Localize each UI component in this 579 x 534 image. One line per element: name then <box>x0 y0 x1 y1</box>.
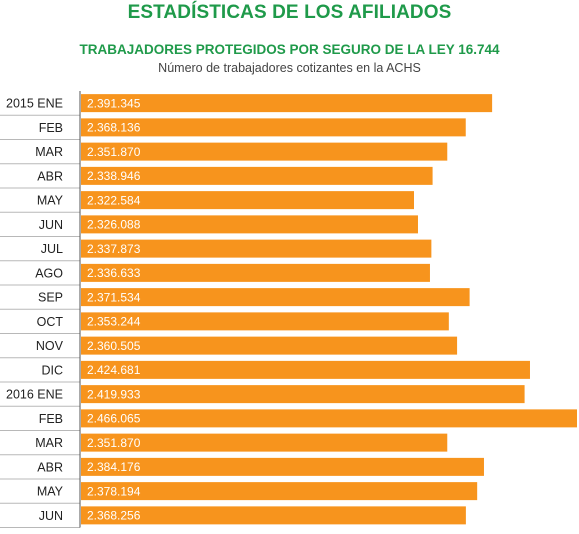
bar-value-label: 2.378.194 <box>87 484 141 498</box>
category-label: OCT <box>37 315 64 329</box>
bar-value-label: 2.384.176 <box>87 460 141 474</box>
category-label: FEB <box>39 412 63 426</box>
bar-value-label: 2.337.873 <box>87 242 141 256</box>
category-label: AGO <box>35 266 63 280</box>
bar-value-label: 2.466.065 <box>87 412 141 426</box>
bar <box>81 215 418 234</box>
category-label: DIC <box>41 363 63 377</box>
bar <box>81 385 525 404</box>
bar-value-label: 2.336.633 <box>87 266 141 280</box>
category-label: MAY <box>37 485 64 499</box>
page-title: ESTADÍSTICAS DE LOS AFILIADOS <box>127 2 452 23</box>
bar <box>81 457 484 476</box>
category-label: SEP <box>38 291 63 305</box>
bar <box>81 506 466 525</box>
bar <box>81 166 433 185</box>
bar <box>81 433 448 452</box>
bar-value-label: 2.326.088 <box>87 218 141 232</box>
bar-value-label: 2.391.345 <box>87 96 141 110</box>
category-label: JUN <box>39 218 63 232</box>
bar-value-label: 2.360.505 <box>87 339 141 353</box>
bar <box>81 336 458 355</box>
category-label: MAR <box>35 145 63 159</box>
category-label: ABR <box>37 169 63 183</box>
bar <box>81 263 430 282</box>
bar-value-label: 2.351.870 <box>87 145 141 159</box>
bar-value-label: 2.371.534 <box>87 290 141 304</box>
bar-value-label: 2.368.256 <box>87 509 141 523</box>
bar-value-label: 2.368.136 <box>87 121 141 135</box>
chart-title: TRABAJADORES PROTEGIDOS POR SEGURO DE LA… <box>79 42 500 57</box>
bar-value-label: 2.419.933 <box>87 387 141 401</box>
category-label: JUL <box>41 242 63 256</box>
bar-value-label: 2.351.870 <box>87 436 141 450</box>
bar <box>81 288 470 307</box>
chart-subtitle: Número de trabajadores cotizantes en la … <box>158 61 421 75</box>
category-label: MAY <box>37 194 64 208</box>
category-label: ABR <box>37 460 63 474</box>
category-label: FEB <box>39 121 63 135</box>
bar <box>81 239 432 258</box>
bar-value-label: 2.338.946 <box>87 169 141 183</box>
bar <box>81 482 478 501</box>
bar <box>81 94 493 113</box>
bar <box>81 118 466 137</box>
bar-value-label: 2.424.681 <box>87 363 141 377</box>
category-label: MAR <box>35 436 63 450</box>
category-label: NOV <box>36 339 64 353</box>
bar-value-label: 2.353.244 <box>87 315 141 329</box>
category-label: 2016 ENE <box>6 388 63 402</box>
bar <box>81 191 414 210</box>
category-label: JUN <box>39 509 63 523</box>
bar-value-label: 2.322.584 <box>87 193 141 207</box>
bar <box>81 312 449 331</box>
category-label: 2015 ENE <box>6 97 63 111</box>
bar <box>81 142 448 161</box>
bar <box>81 409 577 428</box>
bar <box>81 360 530 379</box>
